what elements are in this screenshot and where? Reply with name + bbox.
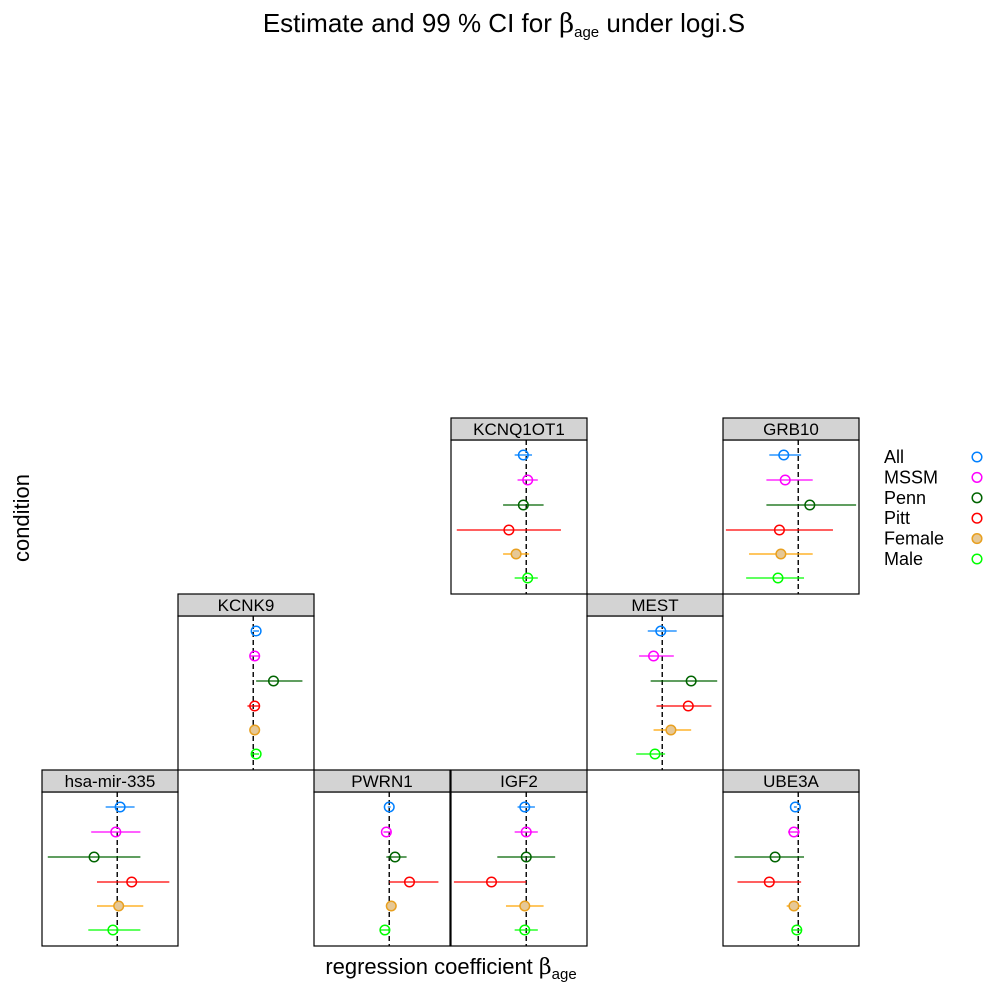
point-female — [665, 724, 677, 736]
point-pitt — [682, 700, 694, 712]
point-mssm — [380, 826, 392, 838]
panel-frame — [177, 615, 315, 771]
point-all — [789, 801, 801, 813]
point-female — [510, 548, 522, 560]
point-penn — [88, 851, 100, 863]
legend-marker-all — [971, 451, 983, 463]
panel-kcnk9: KCNK9 — [177, 593, 315, 771]
point-female — [249, 724, 261, 736]
point-all — [250, 625, 262, 637]
point-all — [517, 449, 529, 461]
panel-kcnq1ot1: KCNQ1OT1 — [450, 417, 588, 595]
point-pitt — [249, 700, 261, 712]
point-penn — [804, 499, 816, 511]
point-female — [385, 900, 397, 912]
point-mssm — [249, 650, 261, 662]
point-penn — [389, 851, 401, 863]
legend-marker-male — [971, 553, 983, 565]
point-male — [522, 572, 534, 584]
legend-label-pitt: Pitt — [884, 508, 910, 528]
y-axis-label: condition — [9, 473, 34, 563]
point-mssm — [779, 474, 791, 486]
panel-strip-label: PWRN1 — [351, 772, 412, 791]
panel-strip — [586, 593, 724, 617]
point-all — [778, 449, 790, 461]
point-all — [655, 625, 667, 637]
point-pitt — [763, 876, 775, 888]
panel-strip-label: hsa-mir-335 — [65, 772, 156, 791]
legend-label-mssm: MSSM — [884, 467, 938, 487]
panel-ube3a: UBE3A — [722, 769, 860, 947]
panel-pwrn1: PWRN1 — [313, 769, 451, 947]
point-pitt — [485, 876, 498, 888]
point-all — [383, 801, 395, 813]
point-female — [775, 548, 787, 560]
point-mssm — [648, 650, 660, 662]
point-female — [788, 900, 800, 912]
x-axis-label: regression coefficient βage — [325, 954, 577, 983]
panel-frame — [313, 791, 451, 947]
legend-label-penn: Penn — [884, 488, 926, 508]
point-all — [114, 801, 126, 813]
point-male — [250, 748, 262, 760]
point-pitt — [503, 524, 515, 536]
point-penn — [685, 675, 697, 687]
panel-strip — [41, 769, 179, 793]
chart-title: Estimate and 99 % CI for βage under logi… — [262, 8, 746, 41]
panel-frame — [450, 439, 588, 595]
point-mssm — [520, 826, 532, 838]
panel-strip — [450, 769, 588, 793]
point-pitt — [773, 524, 785, 536]
panel-mest: MEST — [586, 593, 724, 771]
legend-label-male: Male — [884, 549, 923, 569]
point-penn — [517, 499, 529, 511]
panel-frame — [586, 615, 724, 771]
panel-frame — [41, 791, 179, 947]
panel-strip-label: IGF2 — [500, 772, 538, 791]
legend-marker-mssm — [971, 471, 983, 483]
panel-frame — [722, 439, 860, 595]
panel-igf2: IGF2 — [450, 769, 588, 947]
panel-strip — [722, 417, 860, 441]
panel-strip — [722, 769, 860, 793]
point-penn — [520, 851, 532, 863]
point-male — [519, 924, 531, 936]
point-penn — [769, 851, 781, 863]
panel-strip — [177, 593, 315, 617]
point-female — [519, 900, 531, 912]
panel-strip — [313, 769, 451, 793]
panel-strip-label: UBE3A — [763, 772, 819, 791]
point-all — [519, 801, 531, 813]
point-pitt — [126, 876, 138, 888]
point-male — [379, 924, 391, 936]
legend-label-female: Female — [884, 529, 944, 549]
panel-strip-label: KCNK9 — [218, 596, 275, 615]
legend-marker-pitt — [971, 512, 983, 524]
panel-frame — [450, 791, 588, 947]
panel-strip-label: GRB10 — [763, 420, 819, 439]
point-penn — [267, 675, 280, 687]
panel-strip-label: MEST — [631, 596, 678, 615]
point-male — [107, 924, 119, 936]
legend-marker-penn — [971, 492, 983, 504]
point-mssm — [522, 474, 534, 486]
point-pitt — [403, 876, 416, 888]
panel-grb10: GRB10 — [722, 417, 860, 595]
panel-hsa-mir-335: hsa-mir-335 — [41, 769, 179, 947]
point-male — [772, 572, 784, 584]
point-female — [113, 900, 125, 912]
panel-strip — [450, 417, 588, 441]
panel-strip-label: KCNQ1OT1 — [473, 420, 565, 439]
point-male — [791, 924, 803, 936]
point-male — [649, 748, 661, 760]
panels-group: hsa-mir-335 KCNK9 PWRN1 IGF2 KCNQ1OT1 MEST GRB… — [41, 417, 860, 947]
panel-frame — [722, 791, 860, 947]
point-mssm — [110, 826, 122, 838]
point-mssm — [788, 826, 800, 838]
legend-label-all: All — [884, 447, 904, 467]
legend-marker-female — [971, 533, 983, 545]
